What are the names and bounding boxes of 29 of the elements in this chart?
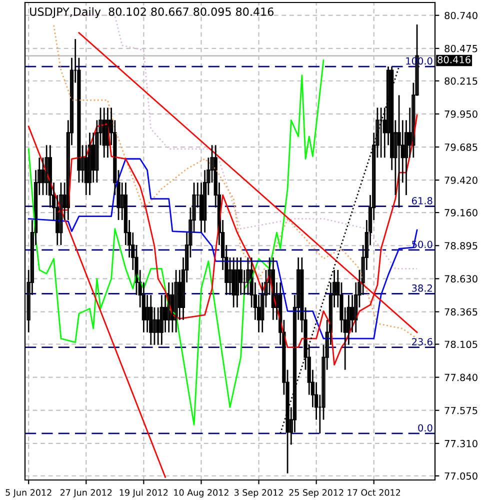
y-tick-label: 80.215 <box>444 77 478 85</box>
y-tick-label: 77.840 <box>444 374 478 382</box>
y-tick-label: 77.310 <box>444 440 478 448</box>
y-tick-label: 78.630 <box>444 275 478 283</box>
y-tick-label: 79.160 <box>444 209 478 216</box>
line-series <box>28 60 324 426</box>
x-tick-label: 19 Jul 2012 <box>120 489 168 498</box>
y-tick-label: 79.950 <box>444 110 478 118</box>
y-tick-label: 77.575 <box>444 406 478 414</box>
y-tick-label: 77.050 <box>444 472 478 480</box>
chart-title: USDJPY,Daily 80.102 80.667 80.095 80.416 <box>30 7 274 18</box>
annotation: 0.0 <box>418 424 432 432</box>
x-tick-label: 10 Aug 2012 <box>174 489 228 498</box>
y-tick-label: 79.685 <box>444 144 478 151</box>
x-tick-label: 25 Sep 2012 <box>289 489 344 498</box>
ref-line-label: 80.416 <box>438 56 470 64</box>
y-tick-label: 80.740 <box>444 12 478 20</box>
x-tick-label: 17 Oct 2012 <box>348 489 400 496</box>
y-tick-label: 78.365 <box>444 308 478 316</box>
x-tick-label: 27 Jun 2012 <box>60 489 112 498</box>
y-tick-label: 80.475 <box>444 44 478 52</box>
y-tick-label: 78.895 <box>444 242 478 250</box>
annotation: 38.2 <box>412 284 432 292</box>
x-tick-label: 3 Sep 2012 <box>234 489 283 498</box>
y-tick-label: 78.105 <box>444 340 478 348</box>
y-tick-label: 79.420 <box>444 176 478 184</box>
annotation: 23.6 <box>412 338 432 346</box>
x-tick-label: 5 Jun 2012 <box>6 489 52 498</box>
annotation: 61.8 <box>412 197 432 204</box>
